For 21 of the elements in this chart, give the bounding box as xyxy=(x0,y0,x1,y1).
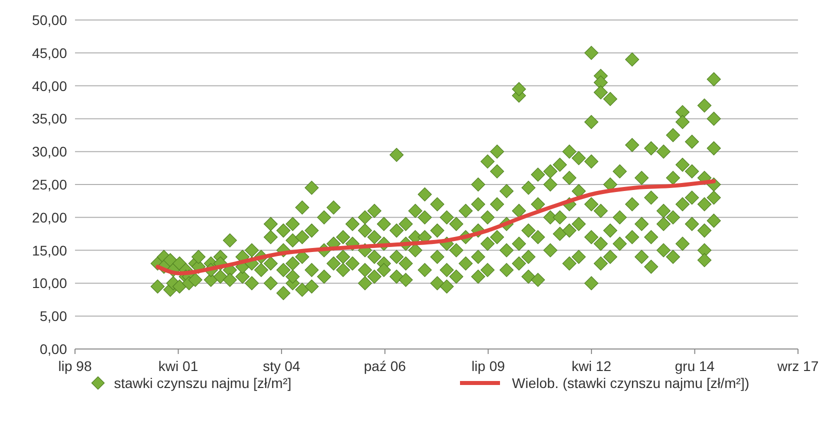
legend-label: stawki czynszu najmu [zł/m²] xyxy=(114,375,292,391)
x-tick-label: kwi 12 xyxy=(572,358,612,374)
x-tick-label: lip 98 xyxy=(58,358,92,374)
y-tick-label: 10,00 xyxy=(32,275,68,292)
x-tick-label: paź 06 xyxy=(364,358,406,374)
y-tick-label: 25,00 xyxy=(32,176,68,192)
y-tick-label: 20,00 xyxy=(32,209,68,226)
y-tick-label: 40,00 xyxy=(32,78,68,94)
x-tick-label: lip 09 xyxy=(471,358,506,374)
x-tick-label: gru 14 xyxy=(674,358,715,374)
y-tick-label: 45,00 xyxy=(32,44,68,61)
y-tick-label: 0,00 xyxy=(40,341,68,357)
y-tick-label: 30,00 xyxy=(32,144,68,160)
x-tick-label: wrz 17 xyxy=(776,358,819,374)
y-tick-label: 35,00 xyxy=(32,110,68,127)
legend-label: Wielob. (stawki czynszu najmu [zł/m²]) xyxy=(512,375,750,391)
x-tick-label: kwi 01 xyxy=(158,358,198,374)
y-tick-label: 15,00 xyxy=(32,242,68,258)
y-tick-label: 5,00 xyxy=(40,308,68,324)
y-tick-label: 50,00 xyxy=(32,12,68,28)
x-tick-label: sty 04 xyxy=(262,358,300,374)
